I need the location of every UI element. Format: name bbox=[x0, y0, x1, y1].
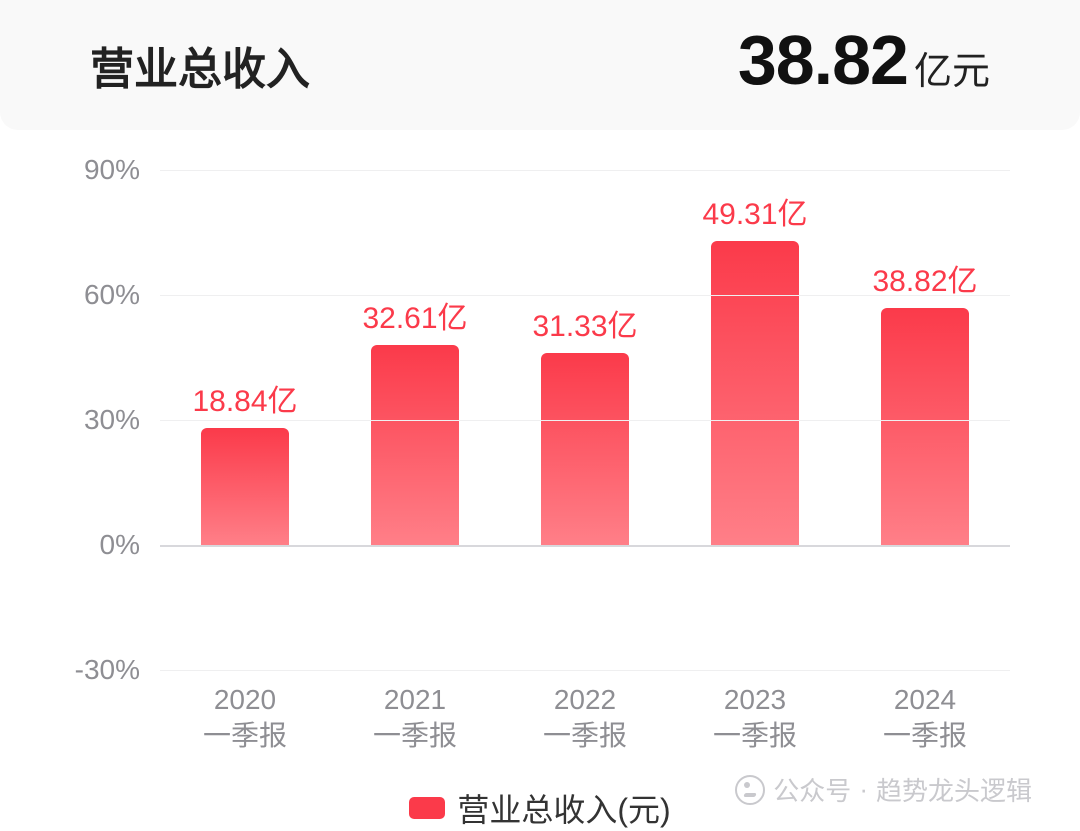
bar bbox=[711, 241, 799, 545]
x-tick-label: 2020一季报 bbox=[203, 682, 287, 755]
y-tick-label: -30% bbox=[50, 654, 140, 686]
bar bbox=[881, 308, 969, 546]
legend-swatch bbox=[409, 797, 445, 819]
chart-plot: 18.84亿32.61亿31.33亿49.31亿38.82亿 -30%0%30%… bbox=[50, 170, 1030, 670]
header-unit: 亿元 bbox=[914, 40, 990, 95]
legend-label: 营业总收入(元) bbox=[457, 785, 670, 831]
y-tick-label: 60% bbox=[50, 279, 140, 311]
x-tick-label: 2023一季报 bbox=[713, 682, 797, 755]
y-tick-label: 0% bbox=[50, 529, 140, 561]
bar bbox=[541, 353, 629, 545]
bar-value-label: 38.82亿 bbox=[872, 256, 977, 300]
bar-value-label: 49.31亿 bbox=[702, 189, 807, 233]
header-value: 38.82 bbox=[738, 20, 908, 100]
bar bbox=[201, 428, 289, 545]
gridline bbox=[160, 670, 1010, 671]
bar-value-label: 32.61亿 bbox=[362, 293, 467, 337]
bar-value-label: 31.33亿 bbox=[532, 301, 637, 345]
gridline bbox=[160, 295, 1010, 296]
x-tick-label: 2021一季报 bbox=[373, 682, 457, 755]
chart: 18.84亿 32.61亿 31.33亿 49.31亿 38.82亿 -30% 0% 30%… bbox=[0, 130, 1080, 831]
axis-line bbox=[160, 545, 1010, 547]
gridline bbox=[160, 170, 1010, 171]
y-tick-label: 90% bbox=[50, 154, 140, 186]
bar bbox=[371, 345, 459, 545]
bar-value-label: 18.84亿 bbox=[192, 376, 297, 420]
gridline bbox=[160, 420, 1010, 421]
chart-legend: 营业总收入(元) bbox=[50, 785, 1030, 831]
chart-x-labels: 2020一季报 2021一季报 2022一季报 2023一季报 2024一季报 bbox=[160, 670, 1010, 755]
y-tick-label: 30% bbox=[50, 404, 140, 436]
header-title: 营业总收入 bbox=[90, 33, 310, 97]
x-tick-label: 2022一季报 bbox=[543, 682, 627, 755]
header-value-wrap: 38.82 亿元 bbox=[738, 20, 990, 100]
x-tick-label: 2024一季报 bbox=[883, 682, 967, 755]
header-card: 营业总收入 38.82 亿元 bbox=[0, 0, 1080, 130]
